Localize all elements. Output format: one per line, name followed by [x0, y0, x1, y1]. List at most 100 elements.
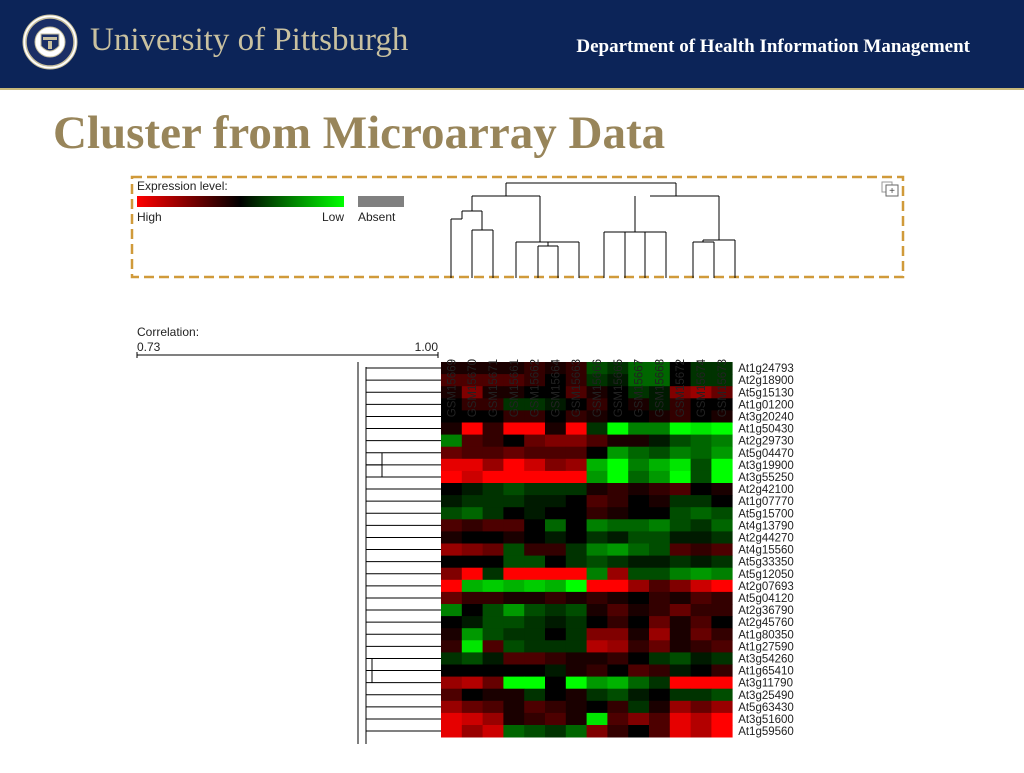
heatmap-cell — [482, 700, 504, 714]
heatmap-cell — [461, 470, 483, 484]
heatmap-cell — [441, 591, 463, 605]
heatmap-cell — [482, 591, 504, 605]
heatmap-cell — [586, 374, 608, 387]
heatmap-cell — [441, 483, 463, 496]
heatmap-cell — [690, 446, 712, 460]
heatmap-cell — [461, 579, 483, 593]
heatmap-cell — [482, 616, 504, 629]
heatmap-cell — [461, 555, 483, 569]
heatmap-cell — [607, 567, 629, 581]
heatmap-cell — [461, 725, 483, 738]
heatmap-cell — [628, 410, 650, 423]
heatmap-cell — [711, 628, 733, 641]
heatmap-cell — [482, 604, 504, 617]
heatmap-cell — [649, 362, 671, 375]
heatmap-cell — [607, 725, 629, 738]
heatmap-cell — [586, 567, 608, 581]
heatmap-cell — [565, 712, 587, 726]
heatmap-cell — [482, 543, 504, 556]
heatmap-cell — [628, 495, 650, 508]
heatmap-cell — [649, 591, 671, 605]
gene-label: At2g29730 — [738, 436, 794, 448]
heatmap-cell — [649, 458, 671, 472]
heatmap-cell — [524, 688, 546, 702]
heatmap-cell — [482, 470, 504, 484]
heatmap-cell — [565, 628, 587, 641]
sample-label: GSM15673 — [717, 359, 729, 417]
heatmap-cell — [607, 410, 629, 423]
heatmap-cell — [711, 579, 733, 593]
heatmap-cell — [711, 422, 733, 435]
heatmap-cell — [461, 664, 483, 677]
heatmap-cell — [545, 458, 567, 472]
heatmap-cell — [628, 712, 650, 726]
heatmap-cell — [711, 483, 733, 496]
heatmap-cell — [441, 410, 463, 423]
sample-label: GSM15666 — [592, 359, 604, 417]
heatmap-cell — [586, 531, 608, 544]
heatmap-cell — [690, 519, 712, 532]
selection-box[interactable] — [130, 175, 905, 279]
heatmap-cell — [628, 434, 650, 448]
heatmap-cell — [690, 507, 712, 520]
gene-label: At5g12050 — [738, 569, 794, 581]
heatmap-cell — [565, 470, 587, 484]
heatmap-cell — [607, 616, 629, 629]
heatmap-cell — [669, 676, 691, 690]
heatmap-cell — [565, 410, 587, 423]
heatmap-cell — [524, 567, 546, 581]
heatmap-cell — [711, 470, 733, 484]
heatmap-cell — [482, 434, 504, 448]
heatmap-cell — [628, 640, 650, 653]
heatmap-cell — [586, 591, 608, 605]
heatmap-cell — [482, 446, 504, 460]
heatmap-cell — [503, 688, 525, 702]
correlation-label: Correlation: — [137, 325, 199, 339]
heatmap-cell — [690, 410, 712, 423]
heatmap-cell — [711, 640, 733, 653]
heatmap-cell — [565, 543, 587, 556]
heatmap-cell — [711, 676, 733, 690]
heatmap-cell — [690, 362, 712, 375]
heatmap-cell — [669, 519, 691, 532]
heatmap-cell — [565, 362, 587, 375]
heatmap-cell — [503, 664, 525, 677]
legend-absent-label: Absent — [358, 210, 396, 224]
heatmap-cell — [669, 555, 691, 569]
heatmap-cell — [503, 616, 525, 629]
heatmap-cell — [649, 628, 671, 641]
heatmap-cell — [711, 555, 733, 569]
heatmap-cell — [669, 688, 691, 702]
expand-icon[interactable]: + — [881, 181, 899, 197]
heatmap-cell — [503, 398, 525, 411]
heatmap-cell — [586, 446, 608, 460]
heatmap-cell — [586, 652, 608, 665]
heatmap-cell — [524, 446, 546, 460]
heatmap-cell — [441, 664, 463, 677]
heatmap-cell — [461, 604, 483, 617]
heatmap-cell — [607, 483, 629, 496]
heatmap-cell — [503, 676, 525, 690]
heatmap-cell — [565, 591, 587, 605]
heatmap-cell — [607, 664, 629, 677]
heatmap-cell — [461, 567, 483, 581]
heatmap-cell — [441, 446, 463, 460]
heatmap-cell — [482, 628, 504, 641]
gene-label: At5g15700 — [738, 508, 794, 520]
heatmap-cell — [586, 700, 608, 714]
sample-label: GSM15671 — [488, 359, 500, 417]
heatmap-cell — [586, 543, 608, 556]
heatmap-cell — [503, 543, 525, 556]
heatmap-cell — [545, 579, 567, 593]
heatmap-cell — [524, 664, 546, 677]
heatmap-cell — [669, 446, 691, 460]
heatmap-cell — [503, 652, 525, 665]
heatmap-cell — [690, 725, 712, 738]
heatmap-cell — [482, 422, 504, 435]
heatmap-cell — [565, 676, 587, 690]
heatmap-cell — [649, 495, 671, 508]
heatmap-cell — [524, 640, 546, 653]
heatmap-cell — [482, 374, 504, 387]
heatmap-cell — [690, 470, 712, 484]
heatmap-cell — [649, 543, 671, 556]
